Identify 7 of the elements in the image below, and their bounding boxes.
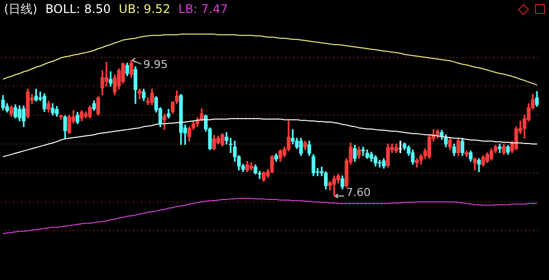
text: LB: 7.47 <box>178 2 228 16</box>
annotation: 9.95 <box>143 58 168 72</box>
candlestick <box>104 62 108 87</box>
text: BOLL: 8.50 <box>45 2 111 16</box>
annotation: 7.60 <box>346 186 371 199</box>
chart-title: (日线) <box>4 0 38 18</box>
series-label: UB: 9.52 <box>118 2 170 16</box>
